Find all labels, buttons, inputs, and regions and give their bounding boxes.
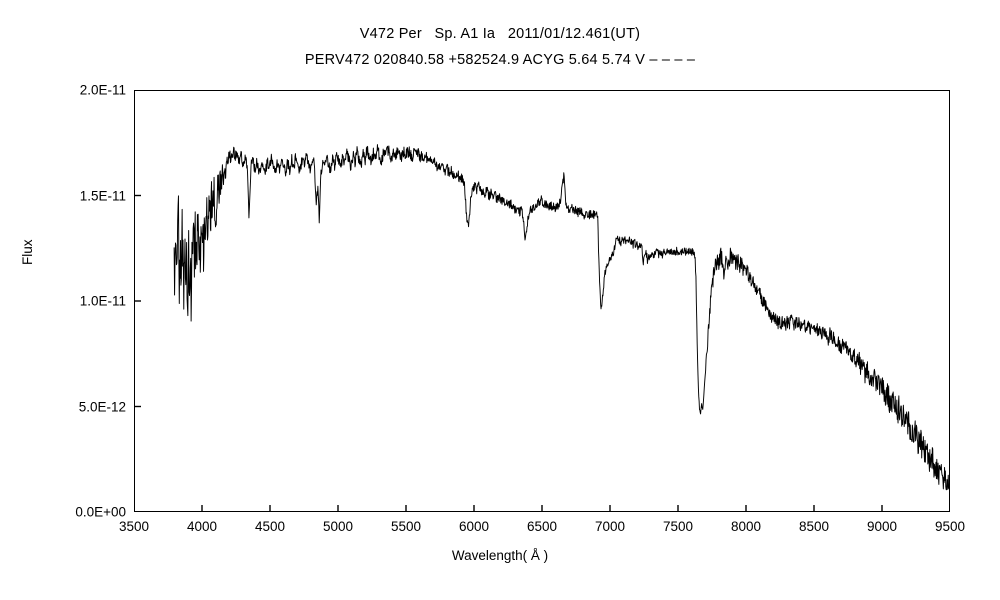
x-tick-label: 8000	[730, 519, 762, 534]
figure-title-line-1: V472 Per Sp. A1 Ia 2011/01/12.461(UT)	[359, 26, 641, 42]
x-tick-label: 6500	[526, 519, 558, 534]
x-tick-label: 8500	[798, 519, 830, 534]
y-tick-label: 5.0E-12	[78, 399, 126, 414]
spectrum-line-svg	[134, 90, 950, 512]
y-tick-label: 2.0E-11	[79, 82, 126, 98]
y-tick-label: 1.5E-11	[79, 188, 126, 203]
x-tick-label: 9500	[934, 519, 966, 534]
y-tick-label: 1.0E-11	[79, 293, 126, 309]
x-tick-label: 5000	[322, 519, 354, 534]
plot-area	[134, 90, 950, 512]
x-axis-tick-labels: 3500 4000 4500 5000 5500 6000 6500 7000 7500 8000…	[119, 519, 965, 541]
x-tick-label: 4500	[254, 519, 286, 534]
plot-frame	[134, 90, 950, 512]
y-tick-label: 0.0E+00	[75, 504, 126, 520]
x-tick-label: 9000	[866, 519, 898, 534]
axis-ticks	[134, 194, 883, 512]
x-tick-label: 7000	[594, 519, 626, 534]
x-tick-label: 5500	[390, 519, 422, 534]
spectrum-trace	[174, 145, 949, 490]
x-tick-label: 4000	[186, 519, 218, 534]
figure-title-line-2: PERV472 020840.58 +582524.9 ACYG 5.64 5.…	[304, 52, 696, 68]
x-axis-title: Wavelength( Å )	[451, 548, 549, 563]
x-tick-label: 6000	[458, 519, 490, 534]
y-axis-tick-labels: 0.0E+00 5.0E-12 1.0E-11 1.5E-11 2.0E-11	[26, 83, 126, 520]
x-tick-label: 7500	[662, 519, 694, 534]
x-tick-label: 3500	[118, 519, 150, 534]
